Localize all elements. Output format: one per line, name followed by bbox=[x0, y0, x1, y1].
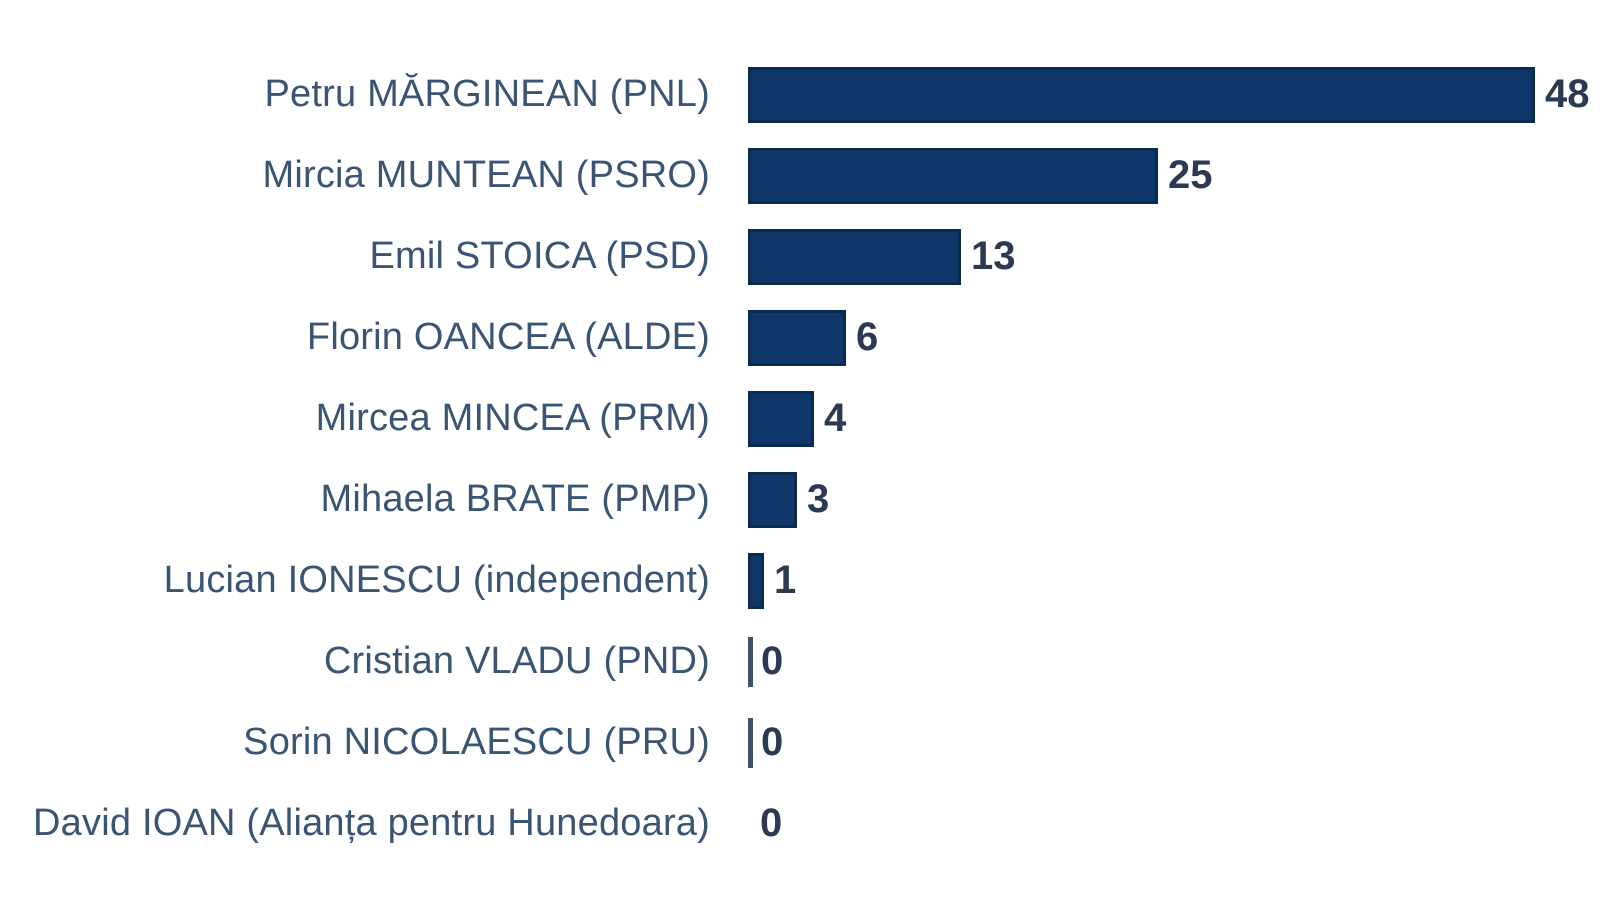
category-label: Emil STOICA (PSD) bbox=[369, 234, 710, 277]
bar-area: 3 bbox=[748, 471, 830, 528]
chart-row: Lucian IONESCU (independent) 1 bbox=[0, 540, 1600, 621]
bar-area: 0 bbox=[748, 636, 784, 687]
chart-row: Sorin NICOLAESCU (PRU) 0 bbox=[0, 702, 1600, 783]
value-label: 6 bbox=[856, 315, 879, 359]
chart-row: Cristian VLADU (PND) 0 bbox=[0, 621, 1600, 702]
bar bbox=[748, 471, 797, 528]
category-label: Mircia MUNTEAN (PSRO) bbox=[262, 153, 710, 196]
chart-row: Emil STOICA (PSD) 13 bbox=[0, 216, 1600, 297]
value-label: 13 bbox=[971, 234, 1016, 278]
bar-area: 13 bbox=[748, 228, 1016, 285]
zero-tick-mark bbox=[748, 717, 753, 768]
bar bbox=[748, 228, 961, 285]
bar-area: 25 bbox=[748, 147, 1213, 204]
category-label: Mircea MINCEA (PRM) bbox=[315, 396, 710, 439]
value-label: 25 bbox=[1168, 153, 1213, 197]
chart-row: Mircia MUNTEAN (PSRO) 25 bbox=[0, 135, 1600, 216]
chart-row: Florin OANCEA (ALDE) 6 bbox=[0, 297, 1600, 378]
category-label: Cristian VLADU (PND) bbox=[323, 639, 710, 682]
bar bbox=[748, 147, 1158, 204]
chart-row: Petru MĂRGINEAN (PNL) 48 bbox=[0, 54, 1600, 135]
bar-area: 0 bbox=[748, 717, 784, 768]
category-label: Florin OANCEA (ALDE) bbox=[306, 315, 710, 358]
bar-area: 0 bbox=[748, 801, 782, 846]
value-label: 4 bbox=[824, 396, 847, 440]
bar-area: 48 bbox=[748, 66, 1590, 123]
bar bbox=[748, 390, 814, 447]
value-label: 0 bbox=[761, 720, 784, 764]
bar-chart: Petru MĂRGINEAN (PNL) 48 Mircia MUNTEAN (P… bbox=[0, 54, 1600, 864]
category-label: Petru MĂRGINEAN (PNL) bbox=[264, 72, 710, 115]
bar bbox=[748, 66, 1535, 123]
category-label: Mihaela BRATE (PMP) bbox=[320, 477, 710, 520]
chart-row: Mihaela BRATE (PMP) 3 bbox=[0, 459, 1600, 540]
chart-row: Mircea MINCEA (PRM) 4 bbox=[0, 378, 1600, 459]
value-label: 48 bbox=[1545, 72, 1590, 116]
category-label: Sorin NICOLAESCU (PRU) bbox=[243, 720, 710, 763]
chart-rows: Petru MĂRGINEAN (PNL) 48 Mircia MUNTEAN (P… bbox=[0, 54, 1600, 864]
category-label: Lucian IONESCU (independent) bbox=[163, 558, 710, 601]
zero-tick-mark bbox=[748, 636, 753, 687]
bar-area: 4 bbox=[748, 390, 847, 447]
chart-row: David IOAN (Alianța pentru Hunedoara) 0 bbox=[0, 783, 1600, 864]
value-label: 1 bbox=[774, 558, 797, 602]
bar bbox=[748, 552, 764, 609]
bar-area: 1 bbox=[748, 552, 797, 609]
bar bbox=[748, 309, 846, 366]
bar-area: 6 bbox=[748, 309, 879, 366]
category-label: David IOAN (Alianța pentru Hunedoara) bbox=[33, 801, 710, 844]
value-label: 3 bbox=[807, 477, 830, 521]
value-label: 0 bbox=[761, 639, 784, 683]
value-label: 0 bbox=[760, 801, 783, 845]
